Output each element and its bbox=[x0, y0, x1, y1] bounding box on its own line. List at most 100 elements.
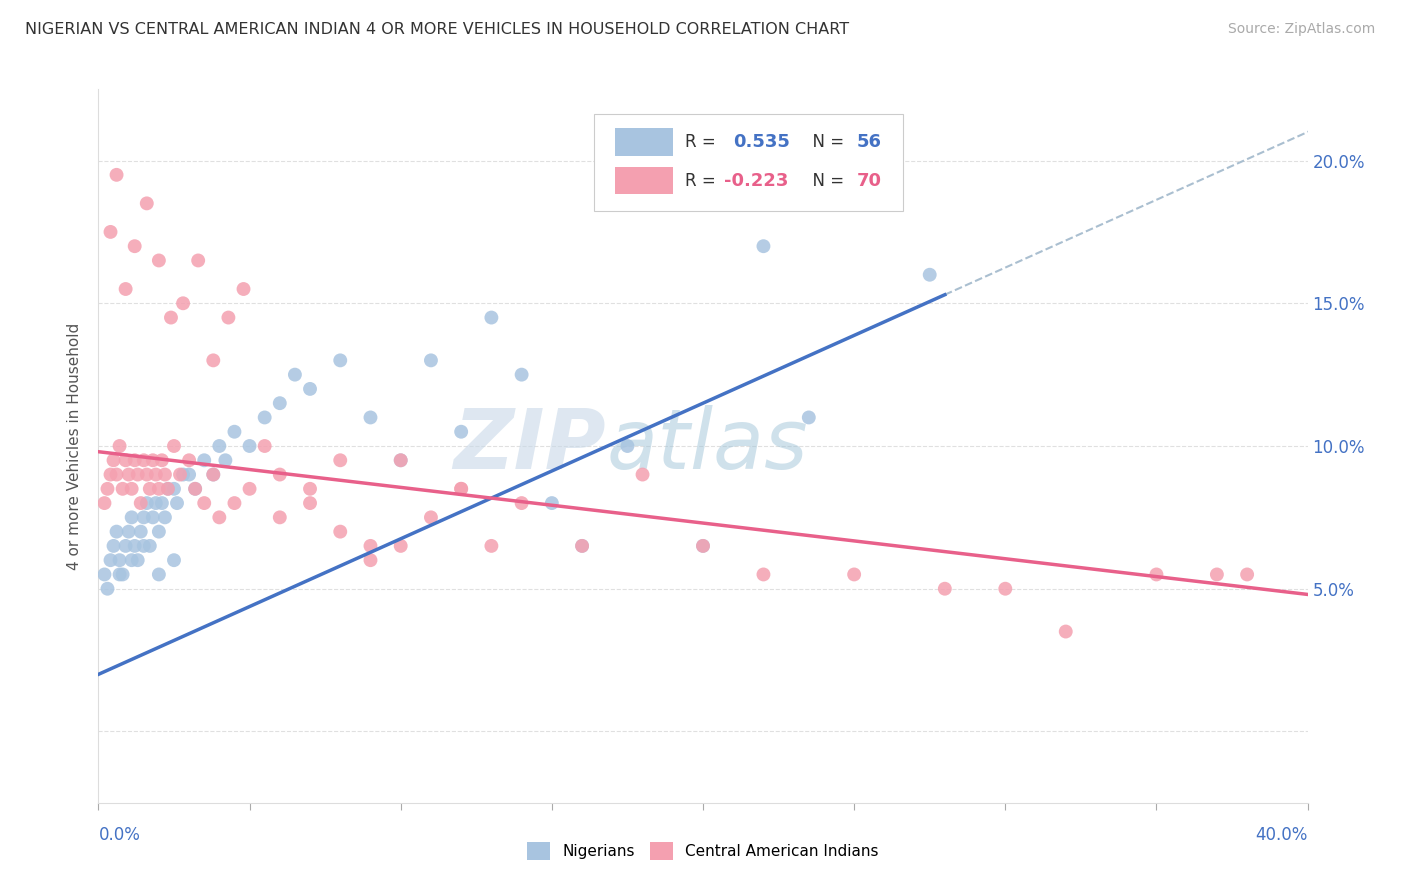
Point bbox=[148, 482, 170, 496]
Text: R =: R = bbox=[685, 133, 721, 151]
Point bbox=[103, 453, 125, 467]
Text: 40.0%: 40.0% bbox=[1256, 826, 1308, 844]
Point bbox=[108, 439, 131, 453]
Point bbox=[132, 539, 155, 553]
Point bbox=[253, 439, 276, 453]
Point bbox=[329, 353, 352, 368]
Point bbox=[172, 296, 194, 310]
Text: 56: 56 bbox=[856, 133, 882, 151]
Point bbox=[179, 467, 201, 482]
Point bbox=[510, 496, 533, 510]
Point bbox=[360, 539, 382, 553]
Point bbox=[184, 482, 207, 496]
Legend: Nigerians, Central American Indians: Nigerians, Central American Indians bbox=[522, 836, 884, 866]
Point bbox=[184, 482, 207, 496]
Point bbox=[100, 467, 122, 482]
Point bbox=[187, 253, 209, 268]
Point bbox=[269, 467, 291, 482]
Point bbox=[299, 496, 322, 510]
Point bbox=[135, 196, 157, 211]
Point bbox=[1206, 567, 1229, 582]
Point bbox=[105, 524, 128, 539]
Point bbox=[217, 310, 239, 325]
Point bbox=[360, 553, 382, 567]
Point bbox=[148, 524, 170, 539]
Text: NIGERIAN VS CENTRAL AMERICAN INDIAN 4 OR MORE VEHICLES IN HOUSEHOLD CORRELATION : NIGERIAN VS CENTRAL AMERICAN INDIAN 4 OR… bbox=[25, 22, 849, 37]
Point bbox=[994, 582, 1017, 596]
Point bbox=[108, 553, 131, 567]
Point bbox=[100, 225, 122, 239]
Point bbox=[420, 510, 443, 524]
Point bbox=[214, 453, 236, 467]
Point bbox=[299, 382, 322, 396]
Point bbox=[124, 539, 146, 553]
Point bbox=[129, 496, 152, 510]
Point bbox=[232, 282, 254, 296]
Point bbox=[150, 496, 173, 510]
Point bbox=[1144, 567, 1167, 582]
FancyBboxPatch shape bbox=[614, 167, 672, 194]
Point bbox=[202, 467, 225, 482]
Point bbox=[93, 567, 115, 582]
Point bbox=[163, 553, 186, 567]
Point bbox=[253, 410, 276, 425]
Point bbox=[156, 482, 179, 496]
Point bbox=[208, 510, 231, 524]
Point bbox=[208, 439, 231, 453]
Point bbox=[139, 482, 162, 496]
Text: R =: R = bbox=[685, 171, 721, 189]
Text: N =: N = bbox=[803, 133, 849, 151]
Point bbox=[135, 496, 157, 510]
Text: -0.223: -0.223 bbox=[724, 171, 787, 189]
Point bbox=[284, 368, 307, 382]
Text: atlas: atlas bbox=[606, 406, 808, 486]
Point bbox=[96, 582, 118, 596]
Point bbox=[127, 553, 149, 567]
Point bbox=[114, 539, 136, 553]
Point bbox=[124, 239, 146, 253]
Point bbox=[692, 539, 714, 553]
Point bbox=[239, 439, 262, 453]
Point bbox=[202, 467, 225, 482]
Point bbox=[239, 482, 262, 496]
Point bbox=[172, 467, 194, 482]
Point bbox=[389, 539, 412, 553]
Point bbox=[132, 510, 155, 524]
Point bbox=[163, 482, 186, 496]
Point bbox=[121, 482, 143, 496]
Point bbox=[163, 439, 186, 453]
Point bbox=[752, 239, 775, 253]
Point bbox=[692, 539, 714, 553]
Point bbox=[571, 539, 593, 553]
Point bbox=[193, 453, 215, 467]
Y-axis label: 4 or more Vehicles in Household: 4 or more Vehicles in Household bbox=[67, 322, 83, 570]
Point bbox=[179, 453, 201, 467]
Point bbox=[269, 510, 291, 524]
Point bbox=[153, 467, 176, 482]
Point bbox=[100, 553, 122, 567]
Point bbox=[111, 567, 134, 582]
Point bbox=[360, 410, 382, 425]
Point bbox=[118, 524, 141, 539]
Point bbox=[420, 353, 443, 368]
Point bbox=[121, 510, 143, 524]
Point bbox=[132, 453, 155, 467]
Point bbox=[121, 553, 143, 567]
Point bbox=[129, 524, 152, 539]
Point bbox=[105, 168, 128, 182]
Point bbox=[169, 467, 191, 482]
Point bbox=[142, 510, 165, 524]
Point bbox=[150, 453, 173, 467]
Point bbox=[571, 539, 593, 553]
Point bbox=[540, 496, 562, 510]
Point bbox=[118, 467, 141, 482]
Point bbox=[450, 425, 472, 439]
Point bbox=[145, 496, 167, 510]
Point bbox=[145, 467, 167, 482]
FancyBboxPatch shape bbox=[614, 128, 672, 155]
Text: 0.535: 0.535 bbox=[734, 133, 790, 151]
Text: Source: ZipAtlas.com: Source: ZipAtlas.com bbox=[1227, 22, 1375, 37]
Point bbox=[160, 310, 183, 325]
Point bbox=[329, 453, 352, 467]
Point bbox=[631, 467, 654, 482]
